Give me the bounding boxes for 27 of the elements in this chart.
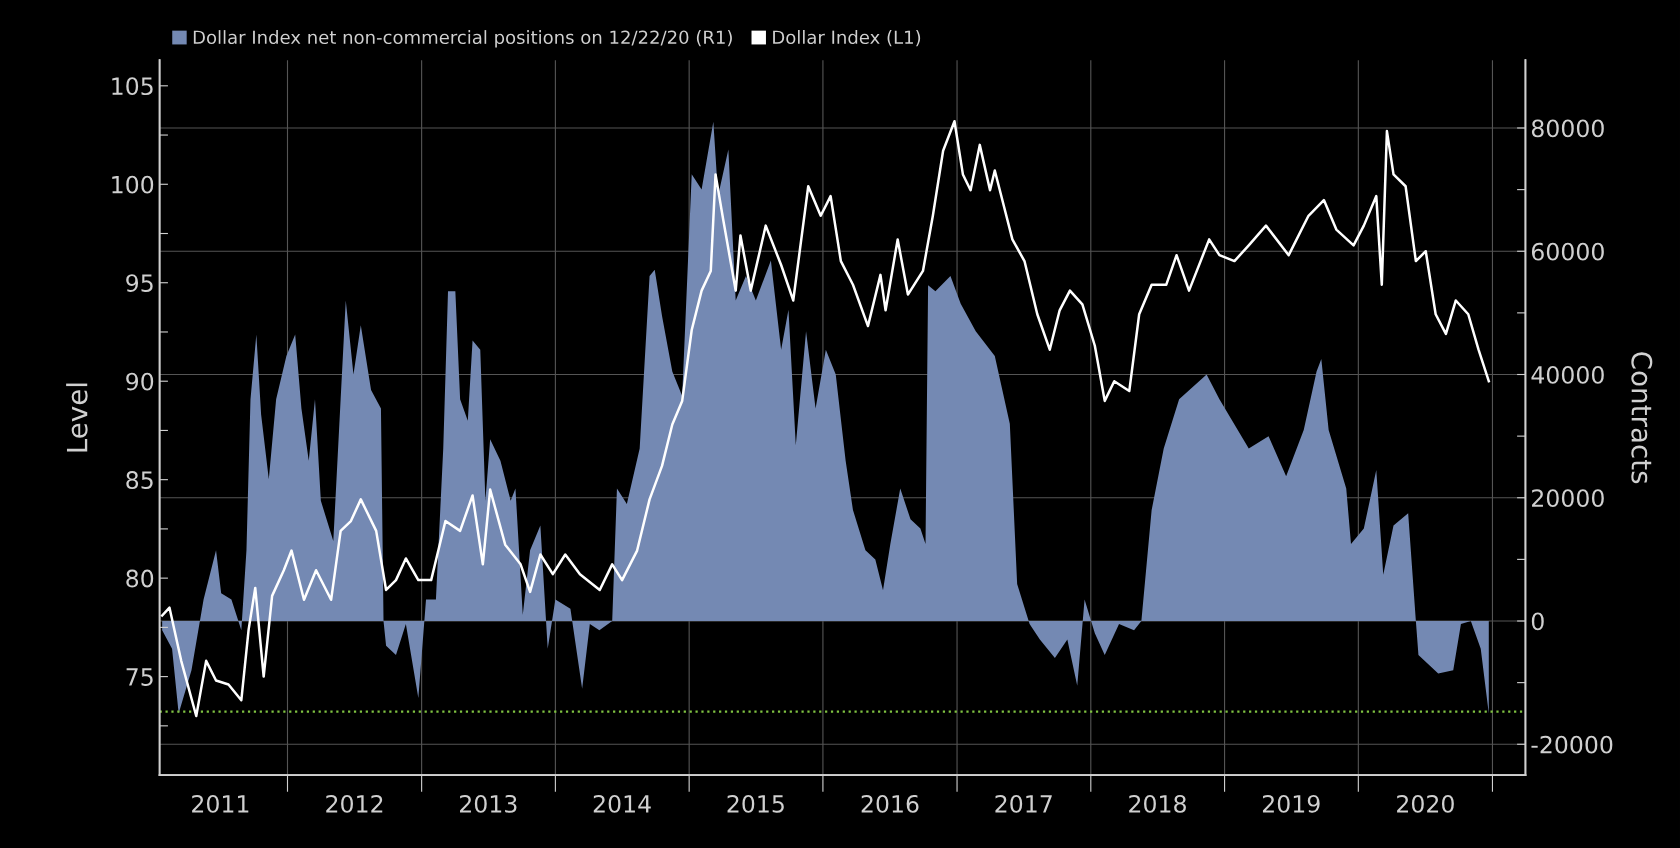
legend-label: Dollar Index net non-commercial positions on 12/22/20 (R1) — [193, 30, 732, 48]
x-tick-label: 2017 — [995, 794, 1052, 813]
x-tick-label: 2019 — [1262, 794, 1320, 813]
x-tick-label: 2014 — [593, 794, 651, 813]
y2-tick-label: 40000 — [1531, 365, 1604, 384]
x-tick-label: 2013 — [460, 794, 517, 813]
x-tick-label: 2020 — [1397, 794, 1454, 813]
y-tick-label: 90 — [126, 372, 154, 391]
y-tick-label: 100 — [112, 175, 154, 194]
y2-axis-title: Contracts — [1631, 352, 1653, 484]
y-tick-label: 75 — [126, 668, 153, 686]
y2-tick-label: 20000 — [1532, 489, 1604, 508]
y-tick-label: 80 — [126, 569, 154, 588]
y-tick-label: 105 — [112, 77, 153, 96]
y-tick-label: 85 — [126, 471, 153, 489]
x-tick-label: 2018 — [1129, 794, 1186, 813]
y2-tick-label: 0 — [1531, 612, 1544, 631]
x-tick-label: 2015 — [727, 794, 784, 813]
y-tick-label: 95 — [126, 274, 153, 293]
x-tick-label: 2012 — [326, 794, 383, 813]
y2-tick-label: 60000 — [1531, 242, 1604, 261]
y2-tick-label: 80000 — [1531, 119, 1604, 138]
x-tick-label: 2016 — [861, 794, 919, 813]
legend-label: Dollar Index (L1) — [773, 30, 921, 47]
x-tick-label: 2011 — [192, 794, 249, 813]
y2-tick-label: -20000 — [1531, 735, 1613, 754]
y-axis-title: Level — [66, 383, 88, 452]
